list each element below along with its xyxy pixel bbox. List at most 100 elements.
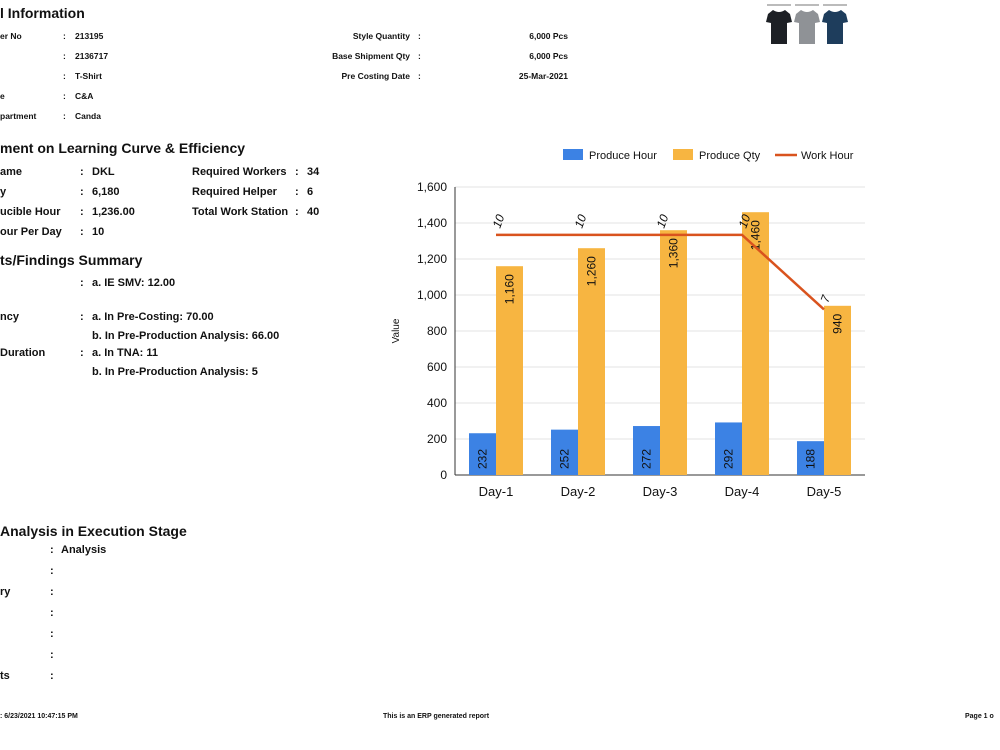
legend-label: Produce Qty — [699, 150, 761, 162]
y-tick-label: 200 — [427, 432, 447, 446]
execution-field-colon: : — [50, 670, 54, 682]
findings-value: a. In TNA: 11 — [92, 347, 159, 359]
produce-qty-bar — [496, 266, 523, 475]
legend-label: Produce Hour — [589, 150, 657, 162]
footer-note: This is an ERP generated report — [383, 713, 490, 720]
footer-page: Page 1 o — [965, 713, 994, 720]
y-tick-label: 0 — [440, 468, 447, 482]
findings-label: Duration — [0, 347, 46, 359]
worker-field-colon: : — [295, 166, 299, 178]
learning-field-label: our Per Day — [0, 226, 62, 238]
findings-colon: : — [80, 311, 84, 323]
general-field-colon: : — [63, 111, 66, 121]
produce-qty-label: 1,160 — [503, 274, 517, 304]
shirt-thumbnail-black — [765, 4, 793, 46]
produce-qty-bar — [824, 305, 851, 475]
produce-hour-label: 252 — [558, 449, 572, 469]
execution-field-colon: : — [50, 607, 54, 619]
worker-field-value: 40 — [307, 206, 320, 218]
findings-value: b. In Pre-Production Analysis: 5 — [92, 366, 258, 378]
work-hour-label: 7 — [818, 292, 834, 304]
x-tick-label: Day-3 — [643, 484, 678, 499]
produce-hour-bar — [551, 429, 578, 475]
produce-hour-bar — [469, 433, 496, 475]
general-field-value: 2136717 — [75, 51, 109, 61]
produce-qty-bar — [578, 248, 605, 475]
shipment-field-colon: : — [418, 51, 421, 61]
produce-qty-label: 1,360 — [667, 238, 681, 268]
learning-field-label: y — [0, 186, 7, 198]
learning-field-colon: : — [80, 226, 84, 238]
worker-field-value: 6 — [307, 186, 314, 198]
shipment-field-colon: : — [418, 31, 421, 41]
learning-field-colon: : — [80, 186, 84, 198]
findings-title: ts/Findings Summary — [0, 252, 143, 268]
general-field-colon: : — [63, 51, 66, 61]
execution-field-label: ts — [0, 670, 10, 682]
shipment-field-label: Style Quantity — [352, 31, 410, 41]
learning-field-value: DKL — [92, 166, 115, 178]
shipment-field-label: Pre Costing Date — [341, 71, 411, 81]
y-tick-label: 1,000 — [417, 288, 447, 302]
learning-field-value: 1,236.00 — [92, 206, 135, 218]
execution-field-colon: : — [50, 649, 54, 661]
legend-swatch — [563, 149, 583, 160]
learning-field-colon: : — [80, 166, 84, 178]
execution-field-value: Analysis — [61, 544, 107, 556]
general-field-label: partment — [0, 111, 37, 121]
general-info-title: l Information — [0, 5, 85, 21]
shipment-field-value: 6,000 Pcs — [529, 51, 568, 61]
execution-field-colon: : — [50, 544, 54, 556]
produce-qty-label: 940 — [831, 313, 845, 333]
findings-label: ncy — [0, 311, 19, 323]
work-hour-label: 10 — [490, 212, 508, 230]
x-tick-label: Day-5 — [807, 484, 842, 499]
produce-hour-bar — [715, 422, 742, 475]
shirt-thumbnail-navy — [821, 4, 849, 46]
legend-swatch — [673, 149, 693, 160]
y-tick-label: 1,400 — [417, 216, 447, 230]
learning-field-colon: : — [80, 206, 84, 218]
shipment-field-value: 25-Mar-2021 — [518, 71, 568, 81]
shipment-field-label: Base Shipment Qty — [332, 51, 410, 61]
findings-value: b. In Pre-Production Analysis: 66.00 — [92, 330, 280, 342]
general-field-colon: : — [63, 31, 66, 41]
general-field-label: e — [0, 91, 5, 101]
y-tick-label: 1,600 — [417, 180, 447, 194]
shipment-field-colon: : — [418, 71, 421, 81]
worker-field-label: Total Work Station — [192, 206, 289, 218]
findings-colon: : — [80, 347, 84, 359]
produce-qty-bar — [742, 212, 769, 475]
produce-hour-label: 232 — [476, 449, 490, 469]
learning-curve-title: ment on Learning Curve & Efficiency — [0, 140, 246, 156]
execution-field-colon: : — [50, 628, 54, 640]
y-tick-label: 400 — [427, 396, 447, 410]
produce-qty-bar — [660, 230, 687, 475]
learning-field-value: 6,180 — [92, 186, 120, 198]
findings-value: a. IE SMV: 12.00 — [92, 277, 176, 289]
findings-value: a. In Pre-Costing: 70.00 — [92, 311, 214, 323]
general-field-value: C&A — [75, 91, 94, 101]
y-tick-label: 600 — [427, 360, 447, 374]
y-tick-label: 800 — [427, 324, 447, 338]
shirt-thumbnail-grey — [793, 4, 821, 46]
worker-field-label: Required Helper — [192, 186, 277, 198]
worker-field-label: Required Workers — [192, 166, 287, 178]
legend-label: Work Hour — [801, 150, 854, 162]
x-tick-label: Day-4 — [725, 484, 760, 499]
general-field-colon: : — [63, 71, 66, 81]
execution-title: Analysis in Execution Stage — [0, 523, 187, 539]
execution-field-colon: : — [50, 565, 54, 577]
footer-timestamp: : 6/23/2021 10:47:15 PM — [0, 713, 78, 720]
worker-field-colon: : — [295, 206, 299, 218]
execution-field-label: ry — [0, 586, 11, 598]
general-field-value: T-Shirt — [75, 71, 102, 81]
learning-field-label: ucible Hour — [0, 206, 61, 218]
production-chart: 0 200 400 600 800 1,000 1,200 1,400 1,600 Value 23… — [391, 149, 865, 499]
general-field-value: Canda — [75, 111, 101, 121]
general-field-label: er No — [0, 31, 22, 41]
shipment-field-value: 6,000 Pcs — [529, 31, 568, 41]
product-thumbnails — [765, 0, 855, 52]
learning-field-value: 10 — [92, 226, 105, 238]
y-axis-title: Value — [391, 318, 402, 343]
